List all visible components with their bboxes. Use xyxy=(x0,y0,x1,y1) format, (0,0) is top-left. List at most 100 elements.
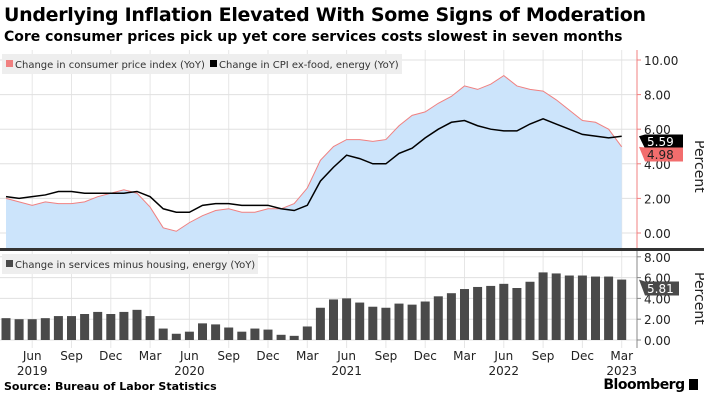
x-tick-label: Mar xyxy=(610,349,633,363)
bar xyxy=(145,316,155,340)
bar xyxy=(525,281,535,340)
bar xyxy=(132,309,142,340)
y-tick-label: 2.00 xyxy=(644,313,671,327)
bloomberg-logo: Bloomberg xyxy=(603,377,698,393)
bar xyxy=(276,334,286,340)
bar xyxy=(289,335,299,340)
y-tick-label: 8.00 xyxy=(644,89,671,103)
bar xyxy=(512,288,522,340)
legend-label-cpi: Change in consumer price index (YoY) xyxy=(15,60,205,71)
x-tick-label: Jun xyxy=(493,349,513,363)
source-note: Source: Bureau of Labor Statistics xyxy=(4,380,217,393)
chart-subtitle: Core consumer prices pick up yet core se… xyxy=(4,29,623,45)
bar xyxy=(486,285,496,340)
y-tick-label: 0.00 xyxy=(644,227,671,241)
bar xyxy=(198,323,207,340)
bar xyxy=(27,319,37,340)
bar xyxy=(93,311,103,340)
y-axis-label-top: Percent xyxy=(691,140,704,193)
legend-bottom-bg xyxy=(2,254,258,274)
x-year-label: 2023 xyxy=(606,364,637,378)
x-tick-label: Jun xyxy=(22,349,42,363)
bar xyxy=(14,319,24,340)
bar xyxy=(329,299,338,340)
bar xyxy=(551,273,561,340)
bar xyxy=(40,318,50,340)
y-tick-label: 10.00 xyxy=(644,54,678,68)
bar xyxy=(119,311,129,340)
bar xyxy=(67,316,76,340)
x-year-label: 2022 xyxy=(489,364,520,378)
bar xyxy=(368,306,378,340)
bar xyxy=(473,286,483,340)
bar xyxy=(315,307,325,340)
bar xyxy=(184,331,194,340)
brand-text: Bloomberg xyxy=(603,377,685,393)
x-tick-label: Sep xyxy=(375,349,398,363)
last-value-services: 5.81 xyxy=(647,282,674,296)
bar xyxy=(211,324,221,340)
y-tick-label: 0.00 xyxy=(644,334,671,348)
y-tick-label: 4.00 xyxy=(644,292,671,306)
bar xyxy=(420,301,430,340)
bar xyxy=(407,304,417,340)
bar xyxy=(577,275,587,340)
x-tick-label: Mar xyxy=(139,349,162,363)
x-tick-label: Mar xyxy=(453,349,476,363)
bar xyxy=(604,276,614,340)
bar xyxy=(171,333,181,340)
bar xyxy=(158,328,168,340)
bar xyxy=(263,329,273,340)
last-value-tag-core xyxy=(639,134,683,149)
last-value-tag-cpi xyxy=(639,146,683,162)
legend-top-bg xyxy=(2,54,402,74)
cpi-area xyxy=(6,75,622,248)
bar xyxy=(617,279,627,340)
y-tick-label: 6.00 xyxy=(644,123,671,137)
x-tick-label: Dec xyxy=(256,349,279,363)
x-tick-label: Jun xyxy=(179,349,199,363)
bar xyxy=(53,316,63,340)
y-tick-label: 2.00 xyxy=(644,192,671,206)
bar xyxy=(1,318,11,340)
bar xyxy=(342,298,352,340)
x-year-label: 2020 xyxy=(174,364,205,378)
bar xyxy=(460,289,469,340)
bar xyxy=(237,331,247,340)
bar xyxy=(250,328,260,340)
bar xyxy=(302,326,312,340)
last-value-cpi: 4.98 xyxy=(647,148,674,162)
bar xyxy=(394,303,404,340)
legend-label-services: Change in services minus housing, energy… xyxy=(15,260,255,271)
legend-swatch-cpi xyxy=(6,60,13,67)
bar xyxy=(446,293,456,340)
legend-label-core: Change in CPI ex-food, energy (YoY) xyxy=(219,60,399,71)
last-value-core: 5.59 xyxy=(647,135,674,149)
x-tick-label: Dec xyxy=(571,349,594,363)
legend-swatch-services xyxy=(6,260,13,267)
bar xyxy=(80,314,90,340)
bar xyxy=(499,283,509,340)
x-year-label: 2021 xyxy=(331,364,362,378)
y-tick-label: 8.00 xyxy=(644,251,671,265)
legend-swatch-core xyxy=(210,60,217,67)
x-year-label: 2019 xyxy=(17,364,48,378)
x-tick-label: Dec xyxy=(99,349,122,363)
chart-title: Underlying Inflation Elevated With Some … xyxy=(4,4,646,26)
x-tick-label: Sep xyxy=(532,349,555,363)
bar xyxy=(433,296,443,340)
y-axis-label-bottom: Percent xyxy=(691,272,704,325)
x-tick-label: Dec xyxy=(414,349,437,363)
bloomberg-icon xyxy=(689,379,698,390)
core-cpi-line xyxy=(5,118,622,213)
bar xyxy=(538,272,548,340)
bar xyxy=(224,327,234,340)
x-tick-label: Sep xyxy=(217,349,240,363)
x-tick-label: Jun xyxy=(336,349,356,363)
last-value-tag-services xyxy=(639,279,679,296)
panel-divider xyxy=(0,248,704,251)
x-tick-label: Mar xyxy=(296,349,319,363)
bar xyxy=(355,302,365,340)
bar xyxy=(106,314,116,340)
